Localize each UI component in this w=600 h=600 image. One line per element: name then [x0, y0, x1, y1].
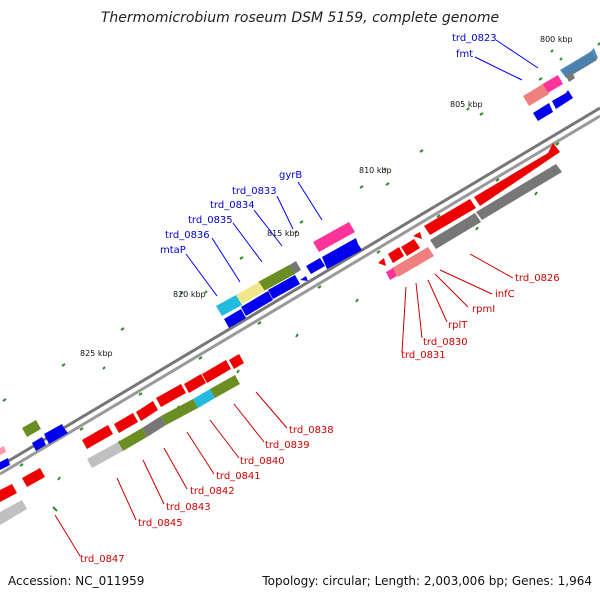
gene-grey-0842: [142, 416, 166, 437]
gene-pink-0831: [386, 268, 397, 280]
gene-pink-left: [0, 446, 6, 455]
gene-lightgrey-0845: [87, 442, 123, 468]
label-trd_0826: trd_0826: [515, 273, 560, 284]
gene-olive-0841: [161, 399, 198, 425]
label-gyrB: gyrB: [279, 170, 302, 181]
genome-title: Thermomicrobium roseum DSM 5159, complet…: [100, 10, 500, 26]
gene-grey-long-1: [476, 164, 562, 220]
gene-blue-fmt-1: [533, 103, 553, 121]
gene-blue-0833: [306, 258, 325, 274]
label-trd_0823: trd_0823: [452, 33, 497, 44]
kbp-label-820: 820 kbp: [173, 290, 206, 299]
kbp-label-800: 800 kbp: [540, 35, 573, 44]
genome-summary: Topology: circular; Length: 2,003,006 bp…: [262, 574, 592, 588]
gene-cyan-0836: [216, 295, 242, 316]
gene-olive-0834: [258, 265, 295, 291]
gene-pink-fmt: [541, 75, 563, 94]
label-trd_0836: trd_0836: [165, 230, 210, 241]
gene-red-infc: [401, 239, 420, 256]
gene-blue-left-2: [32, 437, 46, 451]
kbp-label-805: 805 kbp: [450, 100, 483, 109]
label-trd_0831: trd_0831: [401, 350, 446, 361]
gene-red-long-2: [424, 199, 476, 235]
gene-pink-gyrB: [313, 222, 355, 252]
gene-olive-0839: [210, 375, 240, 398]
label-trd_0838: trd_0838: [289, 425, 334, 436]
gene-blue-0835: [268, 275, 300, 299]
kbp-label-825: 825 kbp: [80, 349, 113, 358]
gene-blue-0836: [241, 291, 273, 316]
label-trd_0843: trd_0843: [166, 502, 211, 513]
gene-blue-small: [300, 276, 308, 281]
gene-red-0839: [202, 360, 231, 383]
label-trd_0840: trd_0840: [240, 456, 285, 467]
gene-grey-long-2: [430, 213, 481, 249]
gene-salmon-0830: [392, 247, 434, 277]
label-trd_0845: trd_0845: [138, 518, 183, 529]
gene-blue-left-3: [0, 458, 10, 470]
gene-red-0838: [229, 354, 244, 369]
gene-red-0845: [82, 425, 113, 449]
gene-red-long-1: [474, 143, 560, 206]
gene-olive-left: [22, 420, 41, 437]
gene-red-0840: [184, 374, 206, 393]
backbone-line-inner: [0, 114, 600, 476]
label-mtaP: mtaP: [160, 245, 186, 256]
gene-red-0841: [156, 384, 186, 407]
gene-grey-fmt: [566, 72, 575, 82]
label-trd_0834: trd_0834: [210, 200, 255, 211]
gene-blue-gyrB: [322, 238, 362, 269]
gene-blue-mtaP: [224, 309, 246, 328]
label-rpmI: rpmI: [472, 304, 495, 315]
label-trd_0833: trd_0833: [232, 186, 277, 197]
gene-lightgrey-edge: [0, 500, 27, 525]
kbp-label-815: 815 kbp: [267, 229, 300, 238]
label-rplT: rplT: [448, 320, 468, 331]
gene-features: [0, 48, 598, 525]
gene-steelblue-top: [560, 48, 598, 78]
label-trd_0841: trd_0841: [216, 471, 261, 482]
gene-cyan-0840: [193, 389, 215, 408]
label-trd_0847: trd_0847: [80, 554, 125, 565]
gene-red-0847: [22, 468, 45, 487]
gene-blue-left-1: [44, 424, 68, 444]
leader-lines-blue: [185, 39, 539, 297]
gene-olive-0843: [118, 428, 147, 451]
gene-khaki-0835: [236, 282, 265, 304]
gene-salmon-fmt: [523, 84, 549, 106]
gene-red-edge: [0, 484, 17, 502]
tick-marks: [2, 42, 600, 514]
gene-blue-fmt-2: [552, 90, 573, 109]
gene-red-rpmI: [388, 247, 404, 263]
gene-red-0831: [413, 232, 422, 239]
gene-red-0843: [114, 413, 138, 433]
backbone-line-outer: [0, 106, 600, 468]
leader-lines-red: [54, 253, 514, 557]
gene-red-0842: [136, 401, 158, 421]
label-fmt: fmt: [456, 49, 473, 60]
label-infC: infC: [495, 289, 515, 300]
accession-text: Accession: NC_011959: [8, 574, 145, 588]
label-trd_0839: trd_0839: [265, 440, 310, 451]
gene-red-rplT: [378, 258, 386, 266]
kbp-label-810: 810 kbp: [359, 166, 392, 175]
label-trd_0835: trd_0835: [188, 215, 233, 226]
label-trd_0842: trd_0842: [190, 486, 235, 497]
label-trd_0830: trd_0830: [423, 337, 468, 348]
